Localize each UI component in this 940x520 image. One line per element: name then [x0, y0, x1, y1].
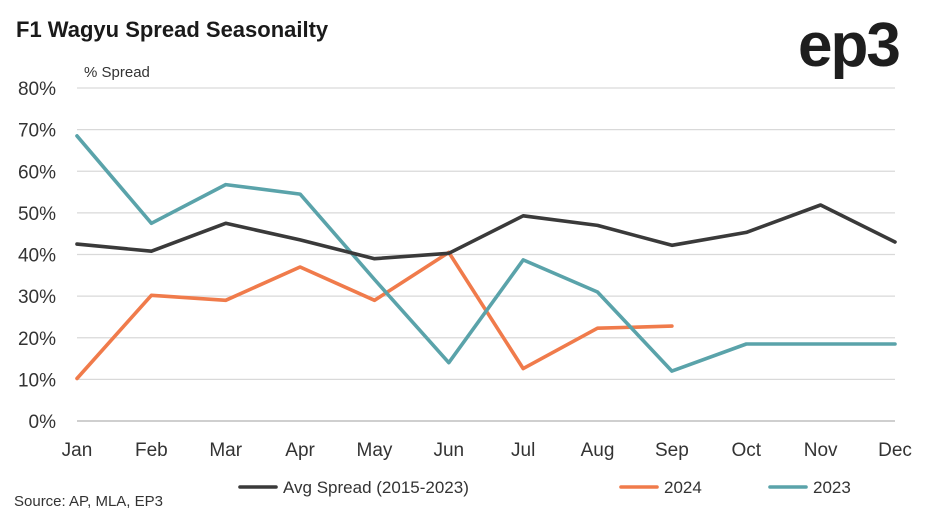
chart-title: F1 Wagyu Spread Seasonailty: [16, 17, 329, 42]
legend-label-avg-spread: Avg Spread (2015-2023): [283, 478, 469, 497]
x-tick-label: Feb: [135, 440, 168, 461]
x-tick-label: Sep: [655, 440, 689, 461]
source-note: Source: AP, MLA, EP3: [14, 493, 163, 510]
x-tick-label: Aug: [581, 440, 615, 461]
x-tick-label: Mar: [209, 440, 242, 461]
x-tick-labels: Jan Feb Mar Apr May Jun Jul Aug Sep Oct Nov Dec: [62, 440, 912, 461]
y-tick-label: 60%: [18, 162, 56, 183]
series-line-2024: [75, 250, 674, 381]
y-tick-label: 50%: [18, 204, 56, 225]
y-tick-label: 0%: [29, 412, 57, 433]
series-lines: [75, 134, 897, 381]
x-tick-label: Jul: [511, 440, 535, 461]
y-tick-label: 70%: [18, 121, 56, 142]
y-tick-label: 40%: [18, 246, 56, 267]
x-tick-label: Jan: [62, 440, 93, 461]
series-line-2023: [75, 134, 897, 373]
gridlines: [77, 87, 895, 422]
legend-label-2024: 2024: [664, 478, 702, 497]
y-axis-label: % Spread: [84, 64, 150, 81]
legend-label-2023: 2023: [813, 478, 851, 497]
x-tick-label: Nov: [804, 440, 838, 461]
x-tick-label: Jun: [433, 440, 464, 461]
y-tick-label: 30%: [18, 287, 56, 308]
y-tick-labels: 0% 10% 20% 30% 40% 50% 60% 70% 80%: [18, 79, 56, 433]
legend: Avg Spread (2015-2023) 2024 2023: [238, 478, 851, 497]
y-tick-label: 20%: [18, 329, 56, 350]
y-tick-label: 80%: [18, 79, 56, 100]
x-tick-label: Dec: [878, 440, 912, 461]
ep3-logo: ep3: [798, 11, 899, 80]
x-tick-label: May: [357, 440, 393, 461]
x-tick-label: Apr: [285, 440, 315, 461]
x-tick-label: Oct: [731, 440, 761, 461]
series-line-avg-spread: [75, 203, 897, 261]
y-tick-label: 10%: [18, 370, 56, 391]
